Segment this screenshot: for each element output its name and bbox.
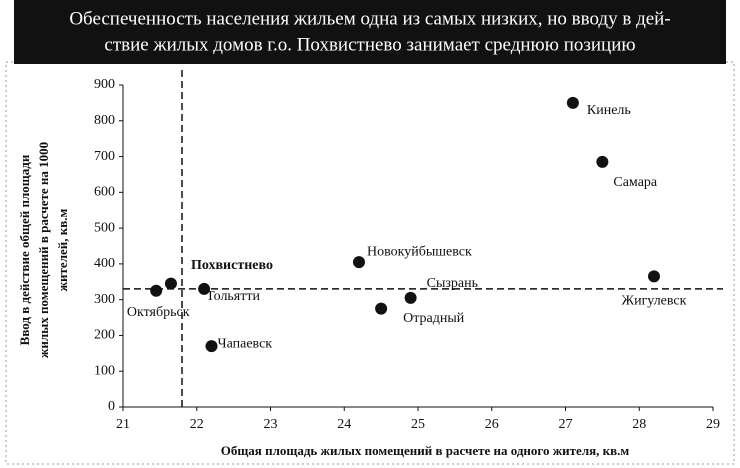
point [353,256,365,269]
point [566,96,579,109]
y-tick-label: 0 [108,399,115,414]
frame [5,61,735,465]
x-tick-label: 26 [485,417,499,432]
x-tick-label: 29 [706,417,720,432]
y-tick-label: 100 [94,363,115,378]
x-tick-label: 21 [116,417,130,432]
x-tick-label: 28 [632,417,646,432]
x-tick-label: 25 [411,417,425,432]
x-tick-label: 23 [264,417,278,432]
y-tick-label: 900 [94,77,115,92]
point-label: Кинель [587,103,631,118]
chart-title: ствие жилых домов г.о. Похвистнево заним… [104,34,635,55]
point [648,270,660,283]
point-label: Октябрьск [127,305,190,320]
point [205,340,218,353]
point-label: Отрадный [403,311,465,326]
y-tick-label: 400 [94,256,115,271]
x-tick-label: 27 [559,417,573,432]
point-label: Чапаевск [218,336,273,351]
y-tick-label: 300 [94,292,115,307]
chart-title: Обеспеченность населения жильем одна из … [69,8,670,29]
point-label: Новокуйбышевск [367,244,472,259]
y-axis-label-line: жилых помещений в расчете на 1000 [36,142,51,358]
point [404,291,417,304]
x-tick-label: 22 [190,417,204,432]
point [375,302,388,315]
y-axis-label: Ввод в действие общей площади жилых поме… [17,142,70,358]
title-box [14,0,726,64]
point [596,155,609,168]
point-label: Самара [613,175,658,190]
point-label: Тольятти [206,289,260,304]
point-label: Похвистнево [191,258,273,273]
y-tick-label: 700 [94,149,115,164]
point-label: Сызрань [427,276,478,291]
y-tick-label: 800 [94,113,115,128]
x-tick-label: 24 [337,417,351,432]
y-tick-label: 600 [94,185,115,200]
point [150,284,163,297]
point [164,277,177,290]
y-axis-label-line: Ввод в действие общей площади [17,154,32,345]
point-label: Жигулевск [622,294,687,309]
y-axis-label-line: жителей, кв.м [55,208,70,291]
x-axis-label: Общая площадь жилых помещений в расчете … [221,443,630,458]
y-tick-label: 500 [94,220,115,235]
point [198,282,211,295]
y-tick-label: 200 [94,328,115,343]
